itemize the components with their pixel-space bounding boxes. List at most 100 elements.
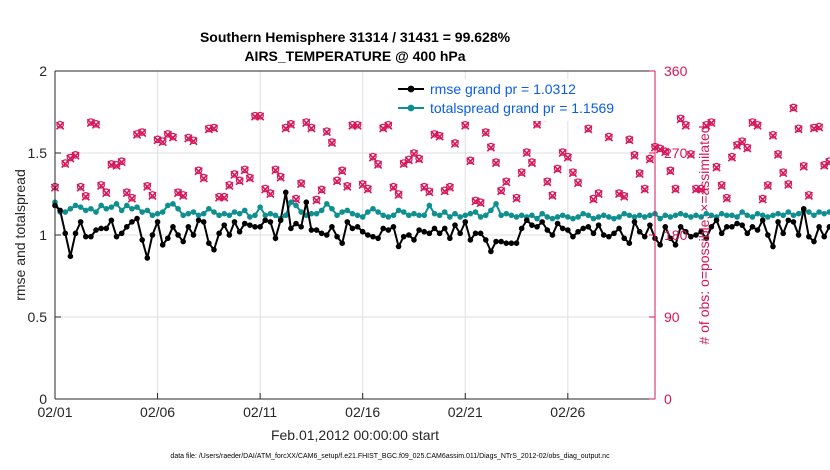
- obs-assimilated-marker: [743, 144, 752, 153]
- obs-assimilated-marker: [296, 179, 306, 189]
- rmse-point: [416, 227, 422, 233]
- obs-assimilated-marker: [394, 190, 403, 200]
- rmse-point: [185, 224, 192, 230]
- rmse-point: [703, 235, 710, 242]
- rmse-point: [718, 230, 725, 237]
- rmse-point: [175, 232, 181, 238]
- obs-possible-marker: [394, 190, 403, 198]
- obs-possible-marker: [671, 184, 680, 193]
- totalspread-point: [241, 207, 248, 214]
- rmse-point: [729, 224, 735, 230]
- obs-possible-marker: [76, 182, 85, 191]
- obs-assimilated-marker: [696, 185, 706, 194]
- rmse-point: [513, 240, 520, 246]
- rmse-point: [493, 238, 499, 245]
- totalspread-point: [621, 210, 628, 217]
- totalspread-point: [672, 212, 679, 219]
- obs-assimilated-marker: [230, 170, 239, 180]
- rmse-point: [93, 227, 99, 233]
- rmse-point: [252, 224, 258, 230]
- totalspread-point: [539, 210, 545, 217]
- obs-assimilated-marker: [353, 121, 362, 130]
- totalspread-point: [385, 214, 392, 220]
- totalspread-point: [72, 202, 79, 209]
- y-tick-label: 0: [39, 391, 47, 407]
- obs-assimilated-marker: [138, 128, 147, 138]
- totalspread-point: [441, 209, 448, 215]
- rmse-point: [426, 230, 433, 237]
- totalspread-point: [549, 215, 556, 222]
- obs-assimilated-marker: [794, 125, 803, 134]
- totalspread-point: [795, 210, 802, 217]
- rmse-point: [288, 225, 294, 232]
- chart-title: Southern Hemisphere 31314 / 31431 = 99.6…: [200, 29, 511, 45]
- obs-possible-marker: [528, 158, 536, 166]
- rmse-point: [749, 224, 756, 230]
- rmse-point: [390, 224, 397, 230]
- obs-possible-marker: [148, 191, 157, 199]
- obs-possible-marker: [240, 165, 249, 174]
- totalspread-point: [129, 205, 135, 212]
- y-tick-label: 1.5: [28, 145, 48, 161]
- obs-assimilated-marker: [312, 196, 321, 205]
- totalspread-point: [375, 209, 381, 215]
- x-tick-label: 02/11: [243, 404, 277, 420]
- totalspread-point: [806, 209, 812, 215]
- obs-possible-marker: [564, 152, 572, 161]
- totalspread-point: [247, 214, 253, 220]
- obs-assimilated-marker: [614, 189, 624, 199]
- totalspread-point: [288, 199, 294, 205]
- rmse-point: [247, 222, 253, 228]
- obs-assimilated-marker: [307, 124, 316, 133]
- obs-assimilated-marker: [430, 130, 439, 139]
- y-tick-label-right: 90: [664, 309, 680, 325]
- rmse-point: [190, 232, 197, 238]
- rmse-point: [380, 225, 387, 232]
- obs-assimilated-marker: [789, 104, 798, 113]
- obs-assimilated-marker: [491, 158, 501, 168]
- totalspread-point: [329, 205, 335, 212]
- obs-assimilated-marker: [338, 167, 347, 176]
- totalspread-point: [180, 212, 187, 219]
- obs-assimilated-marker: [522, 148, 531, 158]
- obs-possible-marker: [389, 182, 398, 191]
- totalspread-point: [313, 210, 320, 217]
- legend-spread-label: totalspread grand pr = 1.1569: [430, 100, 614, 116]
- obs-assimilated-marker: [76, 183, 85, 192]
- totalspread-point: [262, 212, 269, 219]
- obs-assimilated-marker: [548, 191, 557, 200]
- obs-possible-marker: [358, 180, 367, 188]
- rmse-point: [529, 222, 535, 228]
- rmse-point: [595, 222, 602, 228]
- rmse-point: [647, 222, 653, 228]
- obs-assimilated-marker: [476, 198, 485, 208]
- obs-assimilated-marker: [738, 137, 747, 147]
- totalspread-point: [693, 212, 699, 219]
- rmse-point: [780, 230, 787, 237]
- obs-possible-marker: [410, 149, 418, 157]
- totalspread-point: [426, 202, 433, 209]
- totalspread-point: [790, 212, 797, 219]
- totalspread-point: [406, 212, 412, 219]
- obs-possible-marker: [738, 137, 746, 145]
- obs-possible-marker: [825, 157, 830, 165]
- obs-possible-marker: [276, 172, 285, 181]
- obs-assimilated-marker: [332, 177, 342, 186]
- obs-assimilated-marker: [748, 118, 757, 128]
- x-tick-label: 02/21: [448, 404, 483, 420]
- obs-possible-marker: [205, 124, 213, 133]
- rmse-point: [344, 219, 351, 225]
- totalspread-point: [395, 207, 402, 214]
- obs-possible-marker: [71, 151, 80, 159]
- rmse-point: [816, 224, 822, 230]
- obs-assimilated-marker: [814, 123, 824, 132]
- obs-assimilated-marker: [471, 197, 480, 206]
- rmse-point: [723, 224, 730, 230]
- obs-assimilated-marker: [179, 191, 188, 200]
- totalspread-point: [575, 214, 581, 220]
- chart-subtitle: AIRS_TEMPERATURE @ 400 hPa: [244, 48, 465, 64]
- rmse-point: [411, 237, 417, 243]
- totalspread-point: [682, 212, 689, 219]
- obs-assimilated-marker: [127, 194, 137, 203]
- rmse-point: [585, 224, 592, 230]
